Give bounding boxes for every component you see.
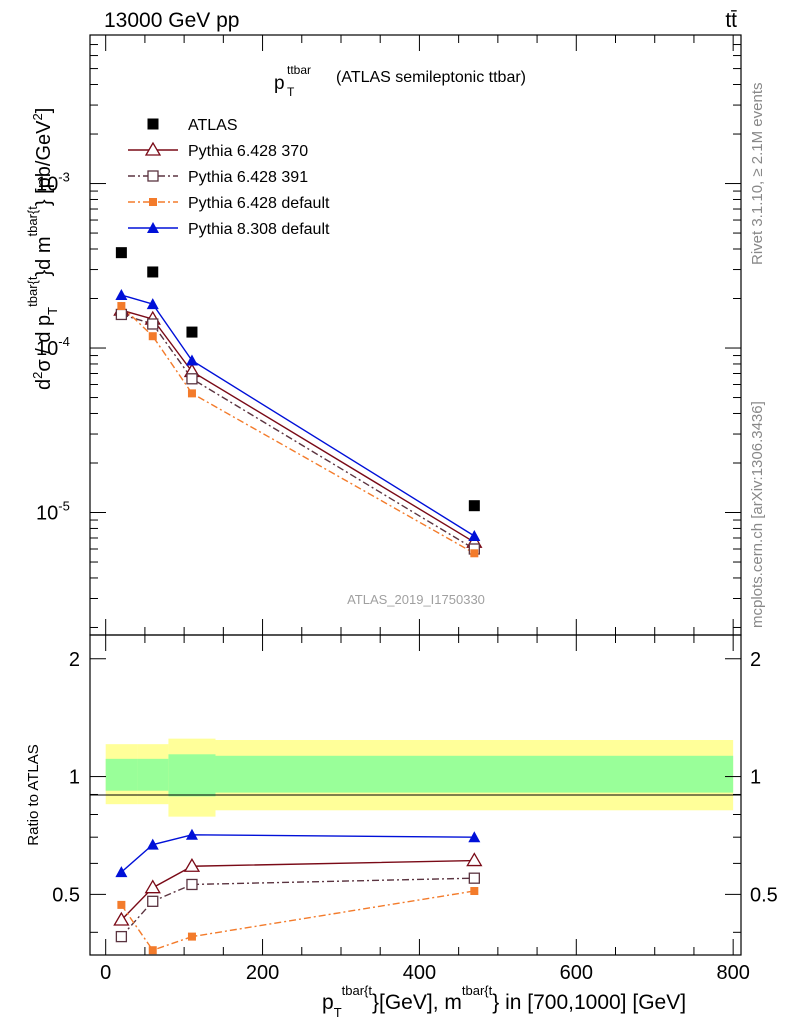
y-tick-label: 10-4: [36, 334, 70, 360]
legend: ATLAS Pythia 6.428 370 Pythia 6.428 391 Pyt…: [128, 117, 330, 238]
rivet-version-label: Rivet 3.1.10, ≥ 2.1M events: [749, 83, 766, 266]
ratio-data-point: [148, 946, 157, 955]
ratio-y-axis-label: Ratio to ATLAS: [25, 744, 42, 845]
ratio-data-point: [147, 895, 159, 907]
ratio-data-point: [466, 852, 483, 867]
ratio-y-tick-label-right: 2: [750, 649, 761, 671]
legend-marker: [149, 198, 157, 206]
main-data-point: [468, 529, 481, 541]
legend-label: Pythia 6.428 default: [188, 195, 330, 212]
ratio-data-point: [113, 911, 130, 926]
main-data-point: [468, 500, 480, 512]
x-tick-label: 0: [100, 962, 111, 984]
main-series-line: [120, 305, 475, 554]
main-series-line: [121, 294, 475, 537]
x-axis-ticks: 0 200 400 600 800: [100, 35, 750, 984]
legend-marker: [144, 141, 162, 156]
legend-marker: [147, 222, 159, 233]
main-data-point: [115, 308, 128, 321]
ratio-data-point: [117, 900, 126, 909]
main-series-line: [121, 309, 475, 543]
inner-band-segment: [137, 758, 169, 791]
ratio-series-markers: [113, 828, 483, 955]
ratio-y-ticks: 0.5 0.5 1 1 2 2: [52, 649, 778, 933]
legend-entry: ATLAS: [147, 117, 238, 134]
ratio-y-tick-label: 2: [69, 649, 80, 671]
legend-entry: Pythia 6.428 391: [128, 169, 308, 186]
ratio-y-tick-label: 1: [69, 767, 80, 789]
ratio-data-point: [115, 866, 128, 878]
ratio-y-tick-label-right: 1: [750, 767, 761, 789]
main-series-line: [121, 313, 475, 550]
main-series-markers: [113, 247, 483, 558]
legend-label: Pythia 8.308 default: [188, 221, 330, 238]
main-data-point: [185, 354, 198, 366]
main-y-axis-label: d2σ / d pTtbar{t}d mtbar{t} [pb/GeV2]: [25, 108, 60, 390]
collision-energy-label: 13000 GeV pp: [104, 9, 239, 32]
x-tick-label: 400: [403, 962, 436, 984]
mcplots-label: mcplots.cern.ch [arXiv:1306.3436]: [749, 401, 766, 628]
main-data-point: [115, 289, 128, 301]
svg-text:p: p: [274, 73, 285, 94]
legend-label: Pythia 6.428 391: [188, 169, 308, 186]
ratio-data-point: [186, 878, 198, 891]
ratio-panel-frame: [89, 634, 742, 956]
process-label: tt̄: [725, 9, 737, 32]
x-tick-label: 200: [246, 962, 279, 984]
ratio-series-lines: [120, 834, 475, 952]
svg-text:ttbar: ttbar: [287, 63, 311, 77]
ratio-series-line: [120, 859, 475, 921]
main-panel: 10-3 10-4 10-5 p T ttbar (ATLAS semilepton…: [25, 34, 742, 636]
x-tick-label: 600: [560, 962, 593, 984]
ratio-y-tick-label: 0.5: [52, 884, 80, 906]
ratio-series-line: [120, 834, 475, 873]
x-axis-label: pTtbar{t}[GeV], mtbar{t} in [700,1000] […: [322, 983, 686, 1020]
ratio-uncertainty-bands: [105, 738, 734, 817]
main-y-ticks: 10-3 10-4 10-5: [36, 34, 741, 628]
ratio-data-point: [146, 838, 159, 850]
x-tick-label: 800: [716, 962, 749, 984]
plot-title: p T ttbar (ATLAS semileptonic ttbar): [274, 63, 526, 99]
main-data-point: [187, 389, 196, 398]
legend-entry: Pythia 8.308 default: [128, 221, 330, 238]
y-tick-label: 10-5: [36, 499, 70, 525]
inner-band-segment: [168, 754, 216, 797]
legend-label: Pythia 6.428 370: [188, 143, 308, 160]
ratio-series-line: [120, 890, 475, 952]
main-data-point: [186, 326, 198, 338]
ratio-data-point: [187, 932, 196, 941]
ratio-data-point: [185, 828, 198, 840]
ratio-series-line: [120, 877, 475, 938]
svg-text:(ATLAS semileptonic ttbar): (ATLAS semileptonic ttbar): [336, 69, 526, 86]
main-data-point: [115, 247, 127, 259]
main-data-point: [147, 318, 159, 330]
legend-marker: [147, 170, 159, 182]
main-data-point: [117, 302, 126, 311]
main-series-lines: [120, 294, 475, 554]
ratio-data-point: [115, 930, 128, 943]
ratio-panel: 0.5 0.5 1 1 2 2 Ratio to ATLAS: [25, 634, 778, 956]
y-tick-label: 10-3: [36, 170, 70, 196]
svg-text:T: T: [287, 85, 295, 99]
ratio-data-point: [470, 887, 479, 896]
legend-entry: Pythia 6.428 370: [128, 141, 308, 160]
main-data-point: [148, 332, 157, 341]
ratio-y-tick-label-right: 0.5: [750, 884, 778, 906]
main-data-point: [186, 373, 198, 385]
ratio-data-point: [468, 872, 480, 884]
main-data-point: [470, 549, 479, 558]
main-data-point: [147, 266, 159, 278]
main-data-point: [146, 298, 159, 310]
analysis-id-watermark: ATLAS_2019_I1750330: [347, 592, 485, 607]
legend-label: ATLAS: [188, 117, 238, 134]
inner-band-segment: [105, 758, 138, 791]
ratio-data-point: [183, 857, 201, 872]
inner-band-segment: [215, 755, 734, 793]
ratio-data-point: [144, 879, 161, 894]
legend-entry: Pythia 6.428 default: [128, 195, 330, 212]
legend-marker: [147, 118, 159, 130]
ratio-data-point: [468, 831, 481, 843]
